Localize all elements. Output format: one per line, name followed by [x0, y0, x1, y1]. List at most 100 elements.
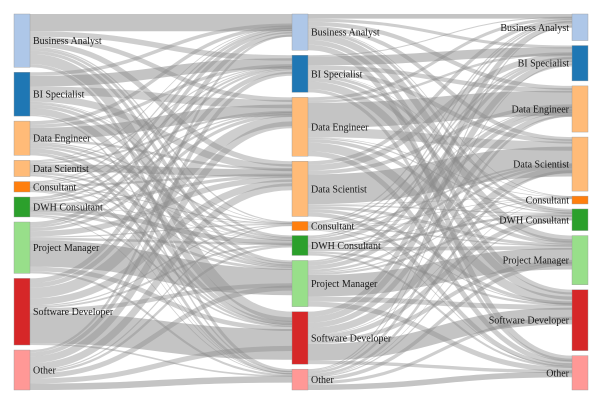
node-bar [291, 221, 309, 231]
flow-link [307, 253, 573, 368]
flow-link [307, 166, 573, 335]
flow-link [307, 25, 573, 371]
flow-link [29, 174, 293, 207]
flow-link [29, 46, 293, 223]
node-label: Data Engineer [33, 134, 91, 145]
flow-link [307, 53, 573, 171]
flow-link [29, 164, 293, 177]
flow-link [29, 107, 293, 325]
flow-link [307, 296, 573, 310]
flow-link [29, 104, 293, 266]
flow-link [29, 101, 293, 223]
node-bar [13, 160, 31, 177]
flow-link [29, 112, 293, 204]
flow-link [29, 176, 293, 237]
flow-link [307, 114, 573, 374]
flow-link [307, 17, 573, 101]
node-label: Business Analyst [311, 28, 380, 39]
flow-link [307, 371, 573, 390]
flow-link [29, 65, 293, 163]
flow-link [307, 146, 573, 205]
flow-link [307, 104, 573, 175]
flow-link [29, 207, 293, 245]
flow-link [307, 197, 573, 273]
flow-link [307, 216, 573, 341]
flow-link [29, 187, 293, 241]
flow-link [307, 151, 573, 366]
flow-link [307, 163, 573, 227]
flow-link [29, 148, 293, 326]
flow-link [307, 47, 573, 66]
flow-link [29, 41, 293, 167]
node-label: BI Specialist [311, 69, 363, 80]
node-label: Software Developer [489, 316, 570, 327]
flow-link [29, 139, 293, 171]
flow-link [29, 110, 293, 165]
flow-link [307, 65, 573, 93]
flow-link [307, 204, 573, 214]
node-bar [13, 120, 31, 156]
node-bar [13, 13, 31, 68]
node-label: Software Developer [33, 307, 114, 318]
flow-link [29, 206, 293, 225]
flow-link [307, 198, 573, 336]
flow-link [307, 57, 573, 239]
flow-link [307, 109, 573, 270]
node-bar [291, 235, 309, 256]
flow-link [29, 237, 293, 246]
flow-links [29, 14, 573, 390]
flow-link [29, 27, 293, 162]
node-bar [571, 289, 589, 351]
flow-link [29, 31, 293, 61]
flow-link [307, 262, 573, 382]
flow-link [29, 145, 293, 267]
node-label: Consultant [526, 196, 570, 207]
flow-link [307, 25, 573, 142]
flow-link [307, 142, 573, 306]
flow-link [307, 106, 573, 225]
flow-link [29, 86, 293, 109]
node-bar [13, 72, 31, 117]
flow-link [29, 27, 293, 183]
flow-link [29, 211, 293, 270]
flow-link [29, 104, 293, 140]
node-label: Other [311, 375, 334, 386]
flow-link [307, 106, 573, 243]
node-bar [571, 355, 589, 391]
flow-link [29, 31, 293, 284]
flow-link [29, 64, 293, 128]
node-bar [571, 136, 589, 192]
flow-link [307, 33, 573, 243]
node-label: Data Scientist [311, 184, 367, 195]
flow-link [307, 60, 573, 323]
node-bar [571, 85, 589, 133]
flow-link [307, 214, 573, 276]
flow-link [29, 224, 293, 372]
node-bar [571, 45, 589, 82]
flow-link [307, 245, 573, 252]
flow-link [29, 94, 293, 172]
flow-link [29, 141, 293, 224]
flow-link [29, 113, 293, 232]
flow-link [307, 197, 573, 205]
flow-link [307, 212, 573, 368]
flow-link [307, 197, 573, 246]
flow-link [29, 29, 293, 226]
flow-link [307, 56, 573, 224]
node-bar [571, 195, 589, 205]
flow-link [307, 127, 573, 151]
flow-link [29, 345, 293, 384]
flow-link [307, 307, 573, 361]
node-bar [571, 208, 589, 231]
node-label: Data Scientist [33, 164, 89, 175]
flow-link [307, 316, 573, 385]
flow-link [307, 18, 573, 49]
flow-link [29, 67, 293, 228]
node-label: Business Analyst [33, 36, 102, 47]
flow-link [29, 244, 293, 309]
node-bar [13, 196, 31, 218]
flow-link [307, 218, 573, 378]
flow-link [307, 16, 573, 57]
flow-link [307, 213, 573, 248]
